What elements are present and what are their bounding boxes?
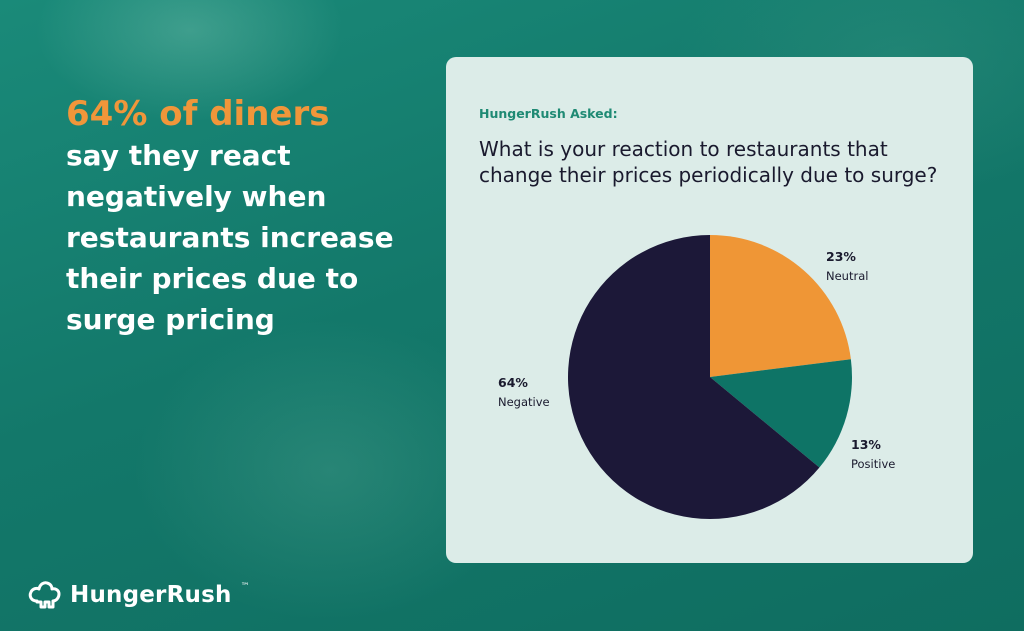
survey-question: What is your reaction to restaurants tha…	[479, 137, 938, 187]
survey-source: HungerRush Asked:	[479, 106, 618, 121]
slice-value-neutral: 23%	[826, 249, 856, 264]
headline: 64% of diners say they react negatively …	[66, 94, 426, 340]
pie-slice-negative	[568, 235, 820, 519]
pie-slice-positive	[710, 359, 852, 468]
pie-slice-neutral	[710, 235, 851, 377]
slice-label-neutral: Neutral	[826, 269, 868, 283]
hungerrush-logo: HungerRush ™	[28, 579, 250, 611]
trademark-mark: ™	[240, 582, 250, 592]
headline-text: say they react negatively when restauran…	[66, 139, 394, 336]
slice-value-positive: 13%	[851, 437, 881, 452]
headline-accent: 64% of diners	[66, 94, 330, 134]
slice-label-negative: Negative	[498, 395, 550, 409]
survey-card: HungerRush Asked: What is your reaction …	[446, 57, 973, 563]
slice-label-positive: Positive	[851, 457, 895, 471]
logo-text: HungerRush	[70, 582, 232, 608]
chef-hat-icon	[28, 581, 61, 609]
pie-chart: 23% Neutral 13% Positive 64% Negative	[498, 235, 895, 519]
slice-value-negative: 64%	[498, 375, 528, 390]
